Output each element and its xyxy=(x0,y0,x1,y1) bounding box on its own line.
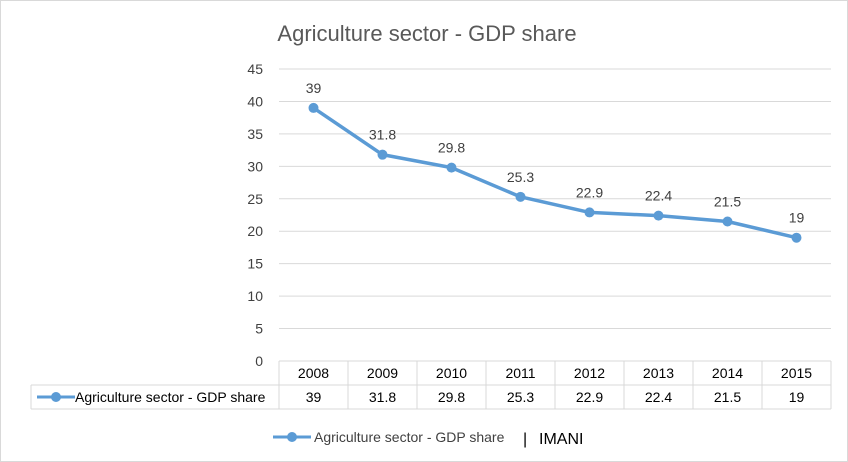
table-value: 22.4 xyxy=(645,389,672,405)
y-tick-label: 45 xyxy=(247,61,263,77)
category-label: 2014 xyxy=(712,365,743,381)
legend-separator: | xyxy=(523,431,527,448)
y-tick-label: 40 xyxy=(247,93,263,109)
series-line xyxy=(311,106,799,240)
y-tick-label: 25 xyxy=(247,191,263,207)
table-value: 39 xyxy=(306,389,322,405)
chart-title: Agriculture sector - GDP share xyxy=(277,21,576,46)
y-tick-label: 10 xyxy=(247,288,263,304)
category-label: 2012 xyxy=(574,365,605,381)
table-series-label: Agriculture sector - GDP share xyxy=(75,389,266,405)
series-layer: 39 31.8 29.8 25.3 22.9 22.4 21.5 19 xyxy=(306,80,805,243)
data-label: 19 xyxy=(789,210,805,226)
table-value: 29.8 xyxy=(438,389,465,405)
legend-point-marker xyxy=(287,432,297,442)
data-point xyxy=(722,216,733,227)
category-label: 2009 xyxy=(367,365,398,381)
data-point xyxy=(377,149,388,160)
legend-label: Agriculture sector - GDP share xyxy=(314,429,505,445)
category-label: 2008 xyxy=(298,365,329,381)
data-point xyxy=(653,210,664,221)
data-label: 39 xyxy=(306,80,322,96)
data-label: 21.5 xyxy=(714,193,741,209)
data-point xyxy=(791,232,802,243)
y-tick-label: 5 xyxy=(255,321,263,337)
gridlines xyxy=(279,68,831,330)
data-point xyxy=(308,102,319,113)
y-tick-label: 15 xyxy=(247,256,263,272)
table-value: 21.5 xyxy=(714,389,741,405)
data-label: 22.4 xyxy=(645,188,672,204)
table-value: 25.3 xyxy=(507,389,534,405)
table-value: 19 xyxy=(789,389,805,405)
data-label: 25.3 xyxy=(507,169,534,185)
data-table: 2008 39 2009 31.8 2010 29.8 2011 25.3 2012 22.9 20… xyxy=(30,360,832,410)
data-point xyxy=(515,191,526,202)
source-label: IMANI xyxy=(539,431,583,448)
y-tick-label: 20 xyxy=(247,223,263,239)
y-tick-label: 35 xyxy=(247,126,263,142)
data-label: 31.8 xyxy=(369,127,396,143)
y-tick-label: 30 xyxy=(247,158,263,174)
category-label: 2013 xyxy=(643,365,674,381)
data-point xyxy=(446,162,457,173)
table-value: 31.8 xyxy=(369,389,396,405)
table-value: 22.9 xyxy=(576,389,603,405)
data-label: 29.8 xyxy=(438,140,465,156)
data-point xyxy=(584,207,595,218)
category-label: 2010 xyxy=(436,365,467,381)
legend: Agriculture sector - GDP share | IMANI xyxy=(273,429,583,448)
data-label: 22.9 xyxy=(576,184,603,200)
y-tick-label: 0 xyxy=(255,353,263,369)
category-label: 2015 xyxy=(781,365,812,381)
y-axis: 0 5 10 15 20 25 30 35 40 45 xyxy=(247,61,263,369)
table-legend-point-marker xyxy=(51,392,61,402)
category-label: 2011 xyxy=(505,365,535,381)
